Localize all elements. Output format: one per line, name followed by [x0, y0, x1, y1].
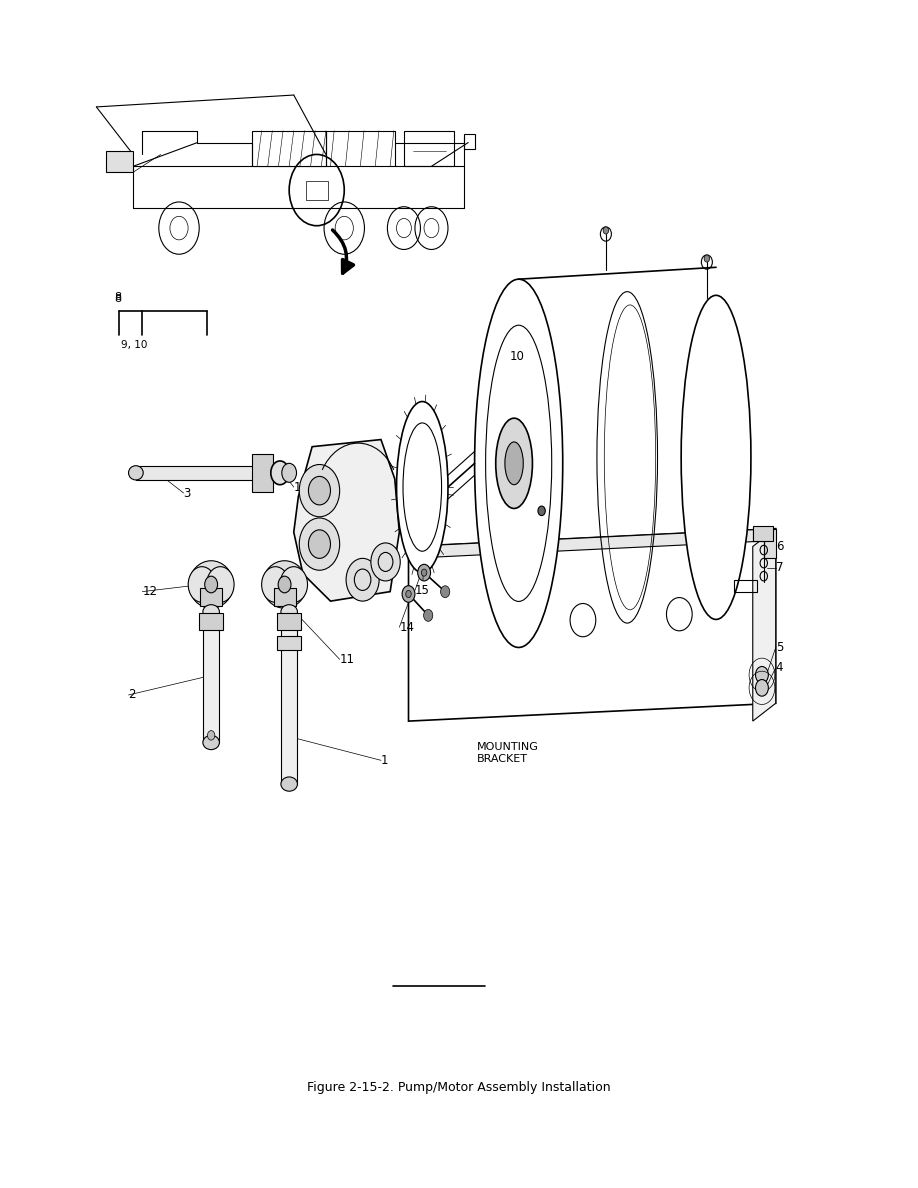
Polygon shape — [252, 131, 326, 166]
Circle shape — [205, 576, 218, 593]
Text: 10: 10 — [509, 350, 524, 362]
Bar — [734, 580, 757, 592]
Text: 9, 10: 9, 10 — [121, 340, 148, 349]
Ellipse shape — [505, 442, 523, 485]
Ellipse shape — [203, 605, 219, 619]
Circle shape — [262, 567, 289, 602]
Bar — [277, 613, 301, 630]
Ellipse shape — [203, 735, 219, 750]
Circle shape — [423, 609, 432, 621]
Ellipse shape — [263, 561, 307, 608]
Text: 15: 15 — [415, 584, 430, 596]
Circle shape — [308, 476, 330, 505]
Circle shape — [308, 530, 330, 558]
Ellipse shape — [496, 418, 532, 508]
Text: MOUNTING
BRACKET: MOUNTING BRACKET — [477, 742, 539, 764]
Text: 12: 12 — [142, 586, 157, 598]
Text: 8: 8 — [115, 292, 122, 302]
Circle shape — [371, 543, 400, 581]
Text: 7: 7 — [776, 562, 783, 574]
Circle shape — [756, 666, 768, 683]
Polygon shape — [409, 529, 776, 721]
Bar — [753, 526, 773, 541]
Circle shape — [603, 227, 609, 234]
Bar — [252, 454, 273, 492]
Circle shape — [421, 569, 427, 576]
Bar — [404, 131, 454, 166]
Ellipse shape — [281, 605, 297, 619]
Text: Figure 2-15-2. Pump/Motor Assembly Installation: Figure 2-15-2. Pump/Motor Assembly Insta… — [308, 1081, 610, 1093]
Text: 11: 11 — [340, 653, 354, 665]
Text: 1: 1 — [381, 754, 388, 766]
Text: 3: 3 — [184, 487, 191, 499]
Circle shape — [282, 463, 297, 482]
Polygon shape — [136, 466, 262, 480]
Polygon shape — [409, 529, 776, 558]
Ellipse shape — [681, 296, 751, 619]
Bar — [199, 613, 223, 630]
Circle shape — [299, 465, 340, 517]
Bar — [200, 588, 222, 606]
Ellipse shape — [129, 466, 143, 480]
Bar — [464, 134, 475, 148]
Circle shape — [418, 564, 431, 581]
Circle shape — [756, 680, 768, 696]
Bar — [203, 612, 219, 742]
Polygon shape — [294, 440, 399, 601]
Text: 9: 9 — [404, 451, 411, 463]
Polygon shape — [753, 529, 776, 558]
Bar — [277, 636, 301, 650]
Text: 6: 6 — [776, 541, 783, 552]
Circle shape — [704, 255, 710, 263]
Circle shape — [188, 567, 216, 602]
Circle shape — [402, 586, 415, 602]
Circle shape — [538, 506, 545, 516]
Bar — [274, 588, 296, 606]
Circle shape — [280, 567, 308, 602]
Circle shape — [207, 567, 234, 602]
Circle shape — [441, 586, 450, 598]
Text: 8: 8 — [115, 295, 122, 304]
Circle shape — [271, 461, 289, 485]
Text: 2: 2 — [129, 689, 136, 701]
Text: 13: 13 — [294, 481, 308, 493]
Circle shape — [299, 518, 340, 570]
Text: 5: 5 — [776, 642, 783, 653]
Text: 14: 14 — [399, 621, 414, 633]
Bar — [281, 612, 297, 784]
Polygon shape — [753, 529, 776, 721]
Ellipse shape — [281, 777, 297, 791]
Ellipse shape — [189, 561, 233, 608]
Ellipse shape — [475, 279, 563, 647]
Bar — [306, 181, 328, 200]
Circle shape — [346, 558, 379, 601]
Circle shape — [406, 590, 411, 598]
Bar — [106, 151, 133, 172]
Circle shape — [207, 731, 215, 740]
Text: 4: 4 — [776, 662, 783, 674]
Ellipse shape — [397, 402, 448, 573]
FancyArrowPatch shape — [332, 230, 353, 273]
Circle shape — [278, 576, 291, 593]
